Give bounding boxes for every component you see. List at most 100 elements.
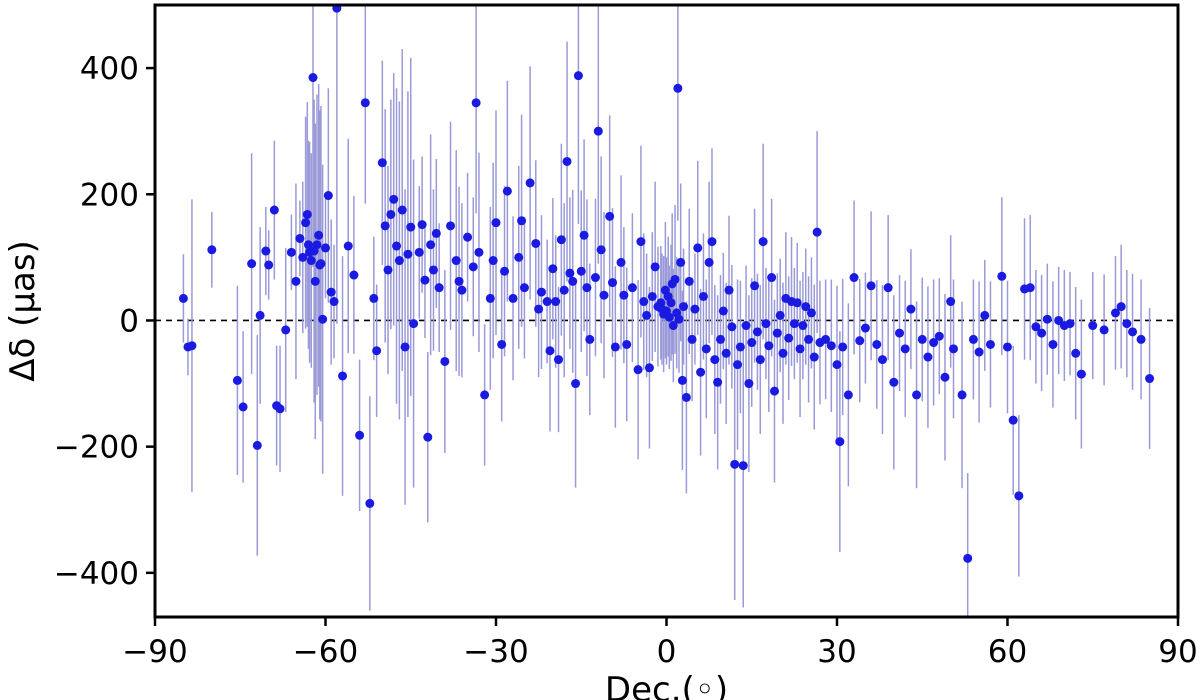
data-point bbox=[377, 158, 387, 168]
data-point bbox=[593, 126, 603, 136]
data-point bbox=[769, 386, 779, 396]
data-point bbox=[468, 262, 478, 272]
data-point bbox=[855, 336, 865, 346]
data-point bbox=[326, 287, 336, 297]
data-point bbox=[610, 342, 620, 352]
data-point bbox=[752, 327, 762, 337]
data-point bbox=[761, 319, 771, 329]
data-point bbox=[883, 283, 893, 293]
data-point bbox=[343, 241, 353, 251]
y-tick-label: −400 bbox=[54, 556, 139, 592]
data-point bbox=[252, 440, 262, 450]
data-point bbox=[508, 293, 518, 303]
y-tick-label: 200 bbox=[80, 177, 139, 213]
data-point bbox=[1088, 321, 1098, 331]
data-point bbox=[414, 247, 424, 257]
data-point bbox=[485, 293, 495, 303]
data-point bbox=[1037, 328, 1047, 338]
y-tick-label: −200 bbox=[54, 430, 139, 466]
data-point bbox=[446, 221, 456, 231]
data-point bbox=[420, 275, 430, 285]
y-axis: −400 −200 0 200 400 bbox=[54, 51, 155, 592]
data-point bbox=[1110, 308, 1120, 318]
data-point bbox=[940, 372, 950, 382]
data-point bbox=[488, 256, 498, 266]
data-point bbox=[471, 98, 481, 108]
x-tick-label: −30 bbox=[463, 634, 528, 670]
data-point bbox=[542, 297, 552, 307]
data-point bbox=[674, 314, 684, 324]
data-point bbox=[744, 379, 754, 389]
data-point bbox=[568, 276, 578, 286]
data-point bbox=[826, 341, 836, 351]
data-point bbox=[1042, 314, 1052, 324]
data-point bbox=[423, 432, 433, 442]
data-point bbox=[707, 237, 717, 247]
data-point bbox=[440, 356, 450, 366]
data-point bbox=[502, 186, 512, 196]
data-point bbox=[733, 360, 743, 370]
data-point bbox=[679, 302, 689, 312]
data-point bbox=[684, 276, 694, 286]
data-point bbox=[795, 344, 805, 354]
data-point bbox=[963, 553, 973, 563]
data-point bbox=[812, 227, 822, 237]
data-point bbox=[431, 228, 441, 238]
data-point bbox=[1025, 283, 1035, 293]
data-point bbox=[573, 71, 583, 81]
data-point bbox=[536, 287, 546, 297]
data-point bbox=[715, 334, 725, 344]
data-point bbox=[559, 285, 569, 295]
data-point bbox=[369, 293, 379, 303]
data-point bbox=[974, 347, 984, 357]
data-point bbox=[670, 274, 680, 284]
data-point bbox=[727, 322, 737, 332]
data-point bbox=[321, 243, 330, 253]
data-point bbox=[281, 325, 291, 335]
data-point bbox=[1145, 374, 1155, 384]
data-point bbox=[301, 218, 311, 228]
data-point bbox=[809, 352, 819, 362]
data-point bbox=[409, 319, 419, 329]
data-point bbox=[934, 331, 944, 341]
data-point bbox=[332, 5, 342, 13]
data-point bbox=[565, 268, 575, 278]
data-point bbox=[316, 259, 326, 269]
data-point bbox=[605, 211, 615, 221]
data-point bbox=[690, 304, 700, 314]
data-point bbox=[400, 342, 410, 352]
data-point bbox=[627, 283, 637, 293]
data-point bbox=[261, 246, 271, 256]
data-point bbox=[912, 390, 922, 400]
x-axis: −90 −60 −30 0 30 60 90 bbox=[122, 617, 1198, 670]
data-point bbox=[633, 365, 643, 375]
data-point bbox=[1099, 325, 1109, 335]
data-point bbox=[650, 262, 660, 272]
data-point bbox=[392, 241, 402, 251]
data-point bbox=[308, 73, 318, 83]
data-point bbox=[755, 355, 765, 365]
data-point bbox=[668, 321, 678, 331]
data-point bbox=[534, 304, 544, 314]
data-point bbox=[178, 293, 188, 303]
data-point bbox=[349, 270, 359, 280]
data-point bbox=[710, 355, 720, 365]
data-point bbox=[997, 271, 1007, 281]
data-point bbox=[554, 355, 564, 365]
data-point bbox=[835, 437, 845, 447]
data-point bbox=[463, 232, 473, 242]
data-point bbox=[866, 281, 876, 291]
data-point bbox=[269, 205, 279, 215]
data-point bbox=[338, 371, 348, 381]
data-point bbox=[207, 245, 217, 255]
data-point bbox=[286, 247, 296, 257]
data-point bbox=[721, 348, 731, 358]
data-point bbox=[403, 249, 413, 259]
data-point bbox=[397, 205, 407, 215]
data-point bbox=[590, 273, 600, 283]
data-point bbox=[599, 290, 609, 300]
data-point bbox=[949, 344, 959, 354]
data-point bbox=[417, 220, 427, 230]
data-point bbox=[247, 259, 257, 269]
